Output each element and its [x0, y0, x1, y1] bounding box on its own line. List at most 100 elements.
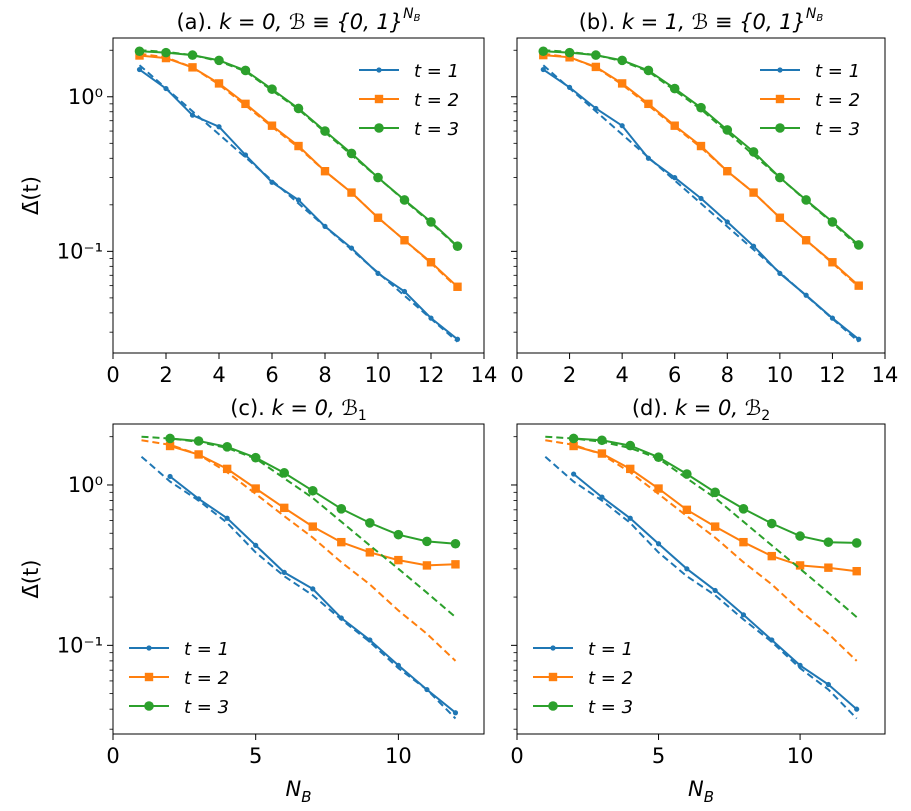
fit-line-t2 — [141, 439, 457, 662]
legend-swatch-marker — [144, 672, 154, 682]
data-point-t1 — [750, 243, 757, 249]
data-point-t1 — [424, 686, 430, 693]
series-c-t2 — [141, 439, 460, 662]
data-point-t1 — [454, 336, 461, 342]
data-point-t1 — [645, 155, 652, 161]
title-prefix: (c). — [230, 396, 271, 420]
legend-label: t = 1 — [184, 639, 229, 660]
data-point-t3 — [393, 529, 404, 540]
legend-item-t2: t = 2 — [359, 90, 459, 111]
legend-swatch-marker — [376, 67, 382, 73]
data-point-t3 — [320, 126, 330, 136]
legend-item-t3: t = 3 — [533, 697, 633, 718]
legend-swatch-marker — [550, 645, 556, 651]
legend-swatch-marker — [374, 94, 384, 104]
data-point-t2 — [801, 236, 811, 245]
legend-label: t = 2 — [184, 668, 229, 689]
data-point-t2 — [654, 484, 663, 493]
data-point-t2 — [597, 449, 607, 458]
data-point-t3 — [591, 50, 601, 60]
data-point-t3 — [710, 487, 720, 498]
legend-label: t = 3 — [588, 697, 633, 718]
data-point-t1 — [825, 681, 831, 688]
data-line-t2 — [543, 54, 860, 287]
data-point-t3 — [775, 172, 785, 183]
data-point-t1 — [428, 315, 434, 321]
series-a-t2 — [135, 51, 462, 291]
x-tick-label: 2 — [563, 363, 576, 387]
y-axis-label: Δ̄(t) — [19, 176, 43, 215]
data-point-t2 — [337, 537, 346, 547]
series-c-t1 — [140, 455, 459, 720]
panel-title-c: (c). k = 0, ℬ1 — [230, 396, 367, 424]
legend-item-t3: t = 3 — [760, 119, 860, 140]
data-point-t2 — [188, 63, 197, 72]
x-tick-label: 8 — [721, 363, 734, 387]
legend-item-t2: t = 2 — [129, 668, 229, 689]
data-point-t3 — [766, 518, 777, 529]
x-tick-label: 4 — [615, 363, 628, 387]
data-point-t3 — [399, 195, 410, 205]
title-k: k = 0, — [272, 396, 342, 420]
data-point-t1 — [599, 494, 605, 500]
data-point-t3 — [722, 125, 733, 135]
title-prefix: (b). — [579, 10, 622, 34]
legend-item-t1: t = 1 — [533, 639, 633, 660]
data-point-t1 — [724, 219, 730, 225]
data-point-t2 — [591, 62, 601, 72]
data-point-t3 — [422, 536, 432, 547]
x-axis-label-main: N — [688, 777, 704, 801]
data-point-t3 — [250, 452, 261, 463]
data-point-t3 — [187, 50, 198, 60]
data-point-t2 — [251, 484, 260, 493]
title-sup-sub: B — [816, 13, 823, 24]
data-point-t3 — [643, 65, 654, 76]
x-tick-label: 6 — [265, 363, 278, 387]
data-point-t3 — [240, 65, 251, 76]
fit-line-t2 — [139, 52, 459, 289]
data-point-t2 — [422, 561, 432, 570]
data-point-t2 — [644, 99, 653, 109]
data-point-t3 — [165, 433, 175, 444]
x-tick-label: 14 — [471, 363, 498, 387]
data-point-t1 — [310, 586, 316, 592]
x-tick-label: 10 — [385, 744, 412, 768]
data-point-t3 — [279, 468, 290, 478]
data-point-t3 — [214, 55, 224, 66]
title-set: ℬ — [341, 396, 358, 420]
data-point-t2 — [222, 464, 232, 474]
data-point-t2 — [824, 563, 833, 572]
legend-swatch-marker — [374, 123, 384, 133]
x-tick-label: 6 — [668, 363, 681, 387]
x-axis-label-sub: B — [704, 788, 714, 806]
series-b-t1 — [540, 64, 862, 343]
data-point-t1 — [540, 66, 546, 73]
y-axis-label: Δ̄(t) — [19, 560, 43, 599]
x-tick-label: 0 — [510, 744, 523, 768]
panel-title-b: (b). k = 1, ℬ ≡ {0, 1}NB — [579, 6, 824, 34]
y-tick-label: 10⁰ — [68, 473, 103, 497]
axes-frame — [112, 37, 485, 354]
x-tick-label: 0 — [106, 744, 119, 768]
data-point-t2 — [194, 450, 203, 459]
x-axis-label: NB — [285, 777, 311, 806]
series-d-t3 — [545, 433, 862, 618]
data-line-t2 — [169, 445, 456, 567]
legend-swatch-marker — [775, 94, 785, 104]
data-point-t3 — [267, 84, 277, 94]
data-point-t2 — [365, 548, 375, 557]
data-point-t1 — [856, 336, 862, 342]
legend-label: t = 3 — [184, 697, 229, 718]
data-point-t3 — [696, 102, 706, 113]
legend-swatch-marker — [548, 701, 558, 711]
data-point-t1 — [348, 245, 355, 251]
legend-a: t = 1 t = 2 t = 3 — [359, 61, 459, 140]
data-point-t3 — [373, 172, 383, 183]
data-point-t1 — [655, 541, 662, 547]
data-point-t3 — [426, 217, 436, 227]
legend-item-t1: t = 1 — [760, 61, 860, 82]
legend-item-t1: t = 1 — [359, 61, 459, 82]
